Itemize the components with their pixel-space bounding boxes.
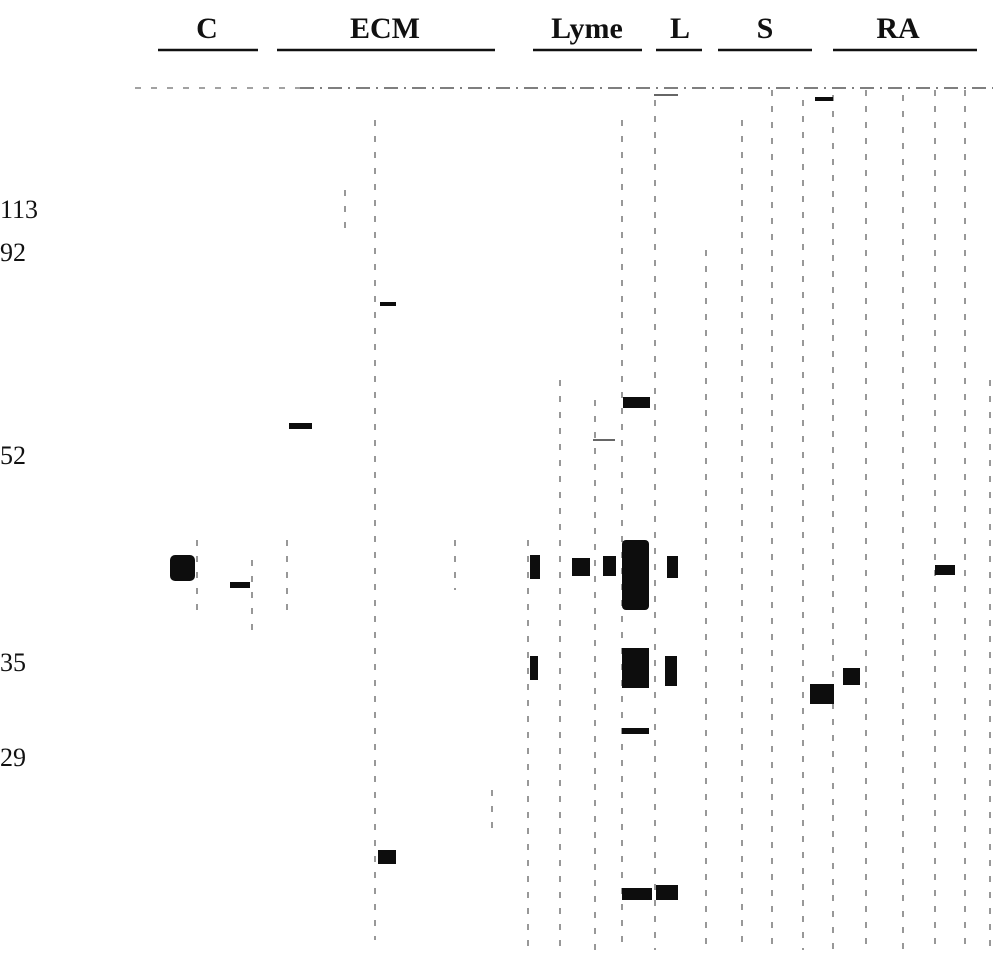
band bbox=[623, 397, 650, 408]
band bbox=[665, 656, 677, 686]
marker-label: 29 bbox=[0, 743, 26, 772]
group-label: ECM bbox=[350, 12, 420, 45]
bands bbox=[170, 97, 955, 900]
band bbox=[935, 565, 955, 575]
group-label: Lyme bbox=[551, 12, 623, 45]
band bbox=[622, 888, 652, 900]
page: C ECM Lyme L S RA 113 92 52 35 29 bbox=[0, 0, 993, 955]
band bbox=[622, 728, 649, 734]
marker-label: 113 bbox=[0, 195, 38, 224]
lane-edge bbox=[197, 120, 595, 950]
band bbox=[810, 684, 834, 704]
band bbox=[530, 555, 540, 579]
lane-artifacts bbox=[135, 88, 993, 950]
size-markers: 113 92 52 35 29 bbox=[0, 195, 38, 772]
band bbox=[656, 885, 678, 900]
marker-label: 52 bbox=[0, 441, 26, 470]
band bbox=[622, 540, 649, 610]
band bbox=[622, 648, 649, 688]
blot-figure: C ECM Lyme L S RA 113 92 52 35 29 bbox=[0, 0, 993, 955]
band bbox=[843, 668, 860, 685]
band bbox=[378, 850, 396, 864]
band bbox=[815, 97, 833, 101]
lane-edge bbox=[622, 90, 990, 950]
group-label: L bbox=[670, 12, 690, 45]
lane-groups: C ECM Lyme L S RA bbox=[158, 12, 977, 50]
group-label: RA bbox=[876, 12, 920, 45]
band bbox=[230, 582, 250, 588]
group-label: S bbox=[757, 12, 774, 45]
lane-edge bbox=[593, 95, 678, 440]
band bbox=[667, 556, 678, 578]
group-label: C bbox=[196, 12, 218, 45]
band bbox=[603, 556, 616, 576]
band bbox=[530, 656, 538, 680]
marker-label: 92 bbox=[0, 238, 26, 267]
band bbox=[380, 302, 396, 306]
marker-label: 35 bbox=[0, 648, 26, 677]
band bbox=[170, 555, 195, 581]
band bbox=[289, 423, 312, 429]
band bbox=[572, 558, 590, 576]
